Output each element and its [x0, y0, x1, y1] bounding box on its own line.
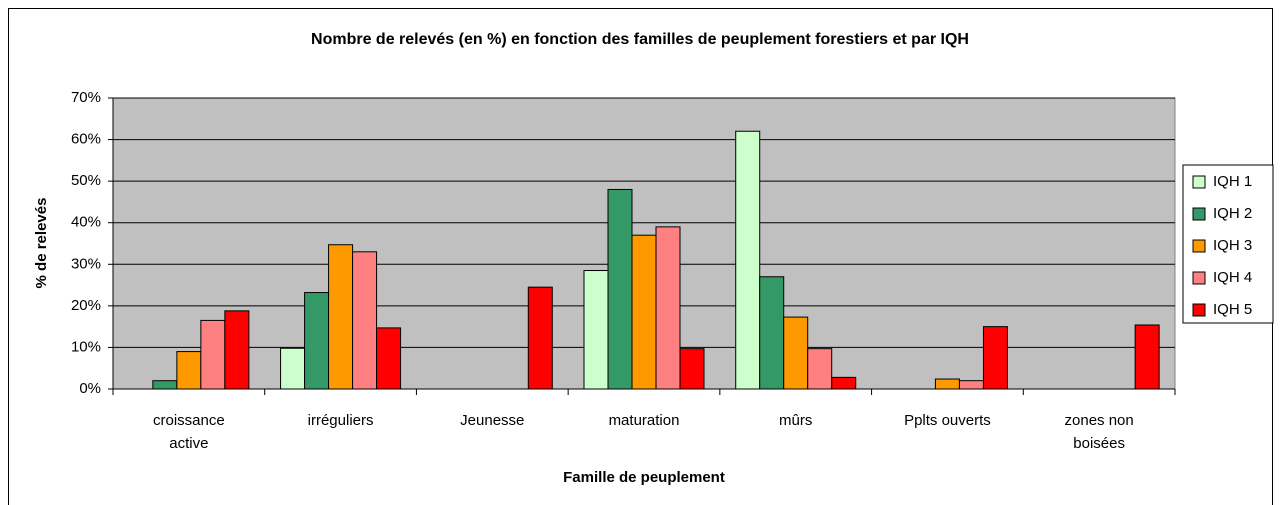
y-tick-label: 20%: [71, 297, 101, 314]
bar: [783, 316, 809, 390]
bar: [831, 376, 857, 390]
bar: [583, 270, 609, 390]
bar: [376, 327, 402, 390]
bar: [224, 310, 250, 390]
bar: [1134, 324, 1160, 390]
bar: [304, 292, 330, 390]
legend-label: IQH 1: [1213, 173, 1252, 190]
x-tick-label: Jeunesse: [460, 412, 524, 429]
y-tick-label: 70%: [71, 89, 101, 106]
x-tick-label: croissance active: [153, 412, 225, 452]
y-tick-label: 50%: [71, 172, 101, 189]
y-tick-label: 40%: [71, 214, 101, 231]
bar: [631, 234, 657, 390]
legend-label: IQH 2: [1213, 205, 1252, 222]
bar: [280, 347, 306, 390]
bar: [679, 348, 705, 390]
bar: [328, 244, 354, 390]
bar: [607, 188, 633, 390]
legend-swatch: [1192, 271, 1206, 285]
legend-swatch: [1192, 207, 1206, 221]
bar: [934, 378, 960, 390]
legend-box: [1182, 164, 1274, 324]
y-tick-label: 0%: [79, 380, 101, 397]
x-tick-label: irréguliers: [308, 412, 374, 429]
bar: [759, 276, 785, 390]
x-axis-title: Famille de peuplement: [563, 469, 725, 486]
x-tick-label: maturation: [609, 412, 680, 429]
bar: [807, 348, 833, 390]
bar: [352, 251, 378, 390]
legend-label: IQH 5: [1213, 301, 1252, 318]
bar: [527, 286, 553, 390]
bar: [982, 326, 1008, 390]
bar: [958, 380, 984, 390]
bar: [735, 130, 761, 390]
y-tick-label: 30%: [71, 255, 101, 272]
bar: [200, 319, 226, 390]
chart-title: Nombre de relevés (en %) en fonction des…: [311, 31, 969, 48]
legend-label: IQH 4: [1213, 269, 1252, 286]
x-tick-label: mûrs: [779, 412, 812, 429]
y-tick-label: 10%: [71, 338, 101, 355]
x-tick-label: Pplts ouverts: [904, 412, 991, 429]
x-tick-label: zones non boisées: [1065, 412, 1134, 452]
legend-swatch: [1192, 303, 1206, 317]
legend-label: IQH 3: [1213, 237, 1252, 254]
y-tick-label: 60%: [71, 131, 101, 148]
bar: [176, 351, 202, 390]
bar: [152, 380, 178, 390]
legend-swatch: [1192, 175, 1206, 189]
bar: [655, 226, 681, 390]
y-axis-title: % de relevés: [33, 198, 50, 289]
legend-swatch: [1192, 239, 1206, 253]
